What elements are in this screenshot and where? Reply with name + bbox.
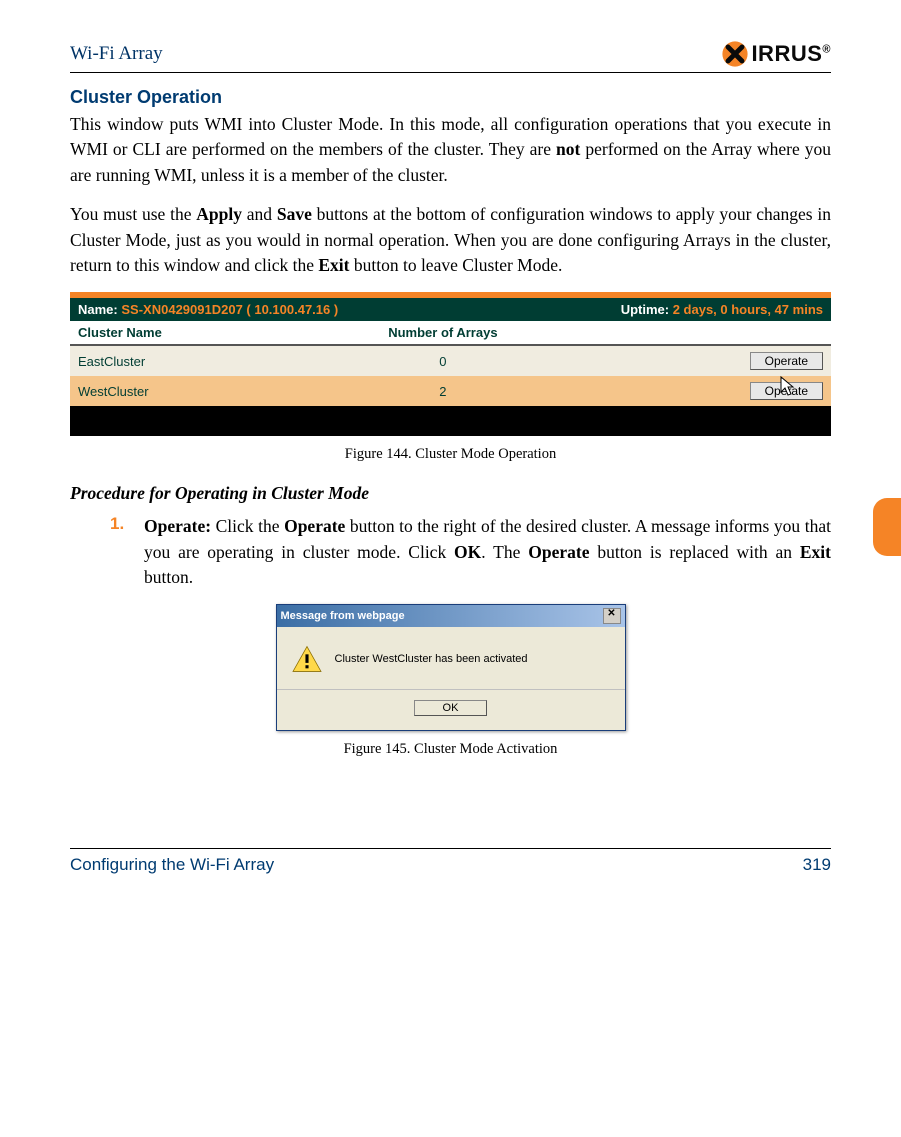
cell-cluster-name: WestCluster — [70, 376, 283, 406]
footer-strip — [70, 406, 831, 436]
step-1: 1. Operate: Click the Operate button to … — [110, 514, 831, 590]
cell-array-count: 2 — [283, 376, 603, 406]
step-number: 1. — [110, 514, 144, 590]
footer-rule — [70, 848, 831, 849]
col-cluster-name: Cluster Name — [70, 321, 283, 345]
table-row: WestCluster 2 Operate — [70, 376, 831, 406]
warning-icon — [291, 645, 323, 673]
page-header-title: Wi-Fi Array — [70, 43, 163, 65]
cell-array-count: 0 — [283, 345, 603, 376]
operate-button[interactable]: Operate — [750, 352, 823, 370]
header-rule — [70, 72, 831, 73]
footer-section-title: Configuring the Wi-Fi Array — [70, 855, 274, 875]
dialog-title-text: Message from webpage — [281, 610, 405, 622]
figure-caption-2: Figure 145. Cluster Mode Activation — [70, 741, 831, 758]
step-body: Operate: Click the Operate button to the… — [144, 514, 831, 590]
dialog-titlebar: Message from webpage ✕ — [277, 605, 625, 627]
dialog-screenshot: Message from webpage ✕ Cluster WestClust… — [276, 604, 626, 731]
status-bar: Name: SS-XN0429091D207 ( 10.100.47.16 ) … — [70, 298, 831, 321]
footer-page-number: 319 — [803, 855, 831, 875]
section-heading: Cluster Operation — [70, 87, 831, 108]
table-row: EastCluster 0 Operate — [70, 345, 831, 376]
cluster-screenshot: Name: SS-XN0429091D207 ( 10.100.47.16 ) … — [70, 292, 831, 436]
figure-caption-1: Figure 144. Cluster Mode Operation — [70, 446, 831, 463]
ok-button[interactable]: OK — [414, 700, 488, 716]
side-tab — [873, 498, 901, 556]
brand-logo-text: IRRUS® — [751, 41, 831, 67]
brand-logo: IRRUS® — [721, 40, 831, 68]
intro-paragraph-2: You must use the Apply and Save buttons … — [70, 202, 831, 278]
cluster-table: Cluster Name Number of Arrays EastCluste… — [70, 321, 831, 406]
xirrus-x-icon — [721, 40, 749, 68]
col-num-arrays: Number of Arrays — [283, 321, 603, 345]
dialog-message: Cluster WestCluster has been activated — [335, 653, 528, 665]
procedure-heading: Procedure for Operating in Cluster Mode — [70, 483, 831, 504]
intro-paragraph-1: This window puts WMI into Cluster Mode. … — [70, 112, 831, 188]
col-action — [603, 321, 831, 345]
close-icon[interactable]: ✕ — [603, 608, 621, 624]
page-footer: Configuring the Wi-Fi Array 319 — [70, 855, 831, 875]
operate-button[interactable]: Operate — [750, 382, 823, 400]
cell-cluster-name: EastCluster — [70, 345, 283, 376]
